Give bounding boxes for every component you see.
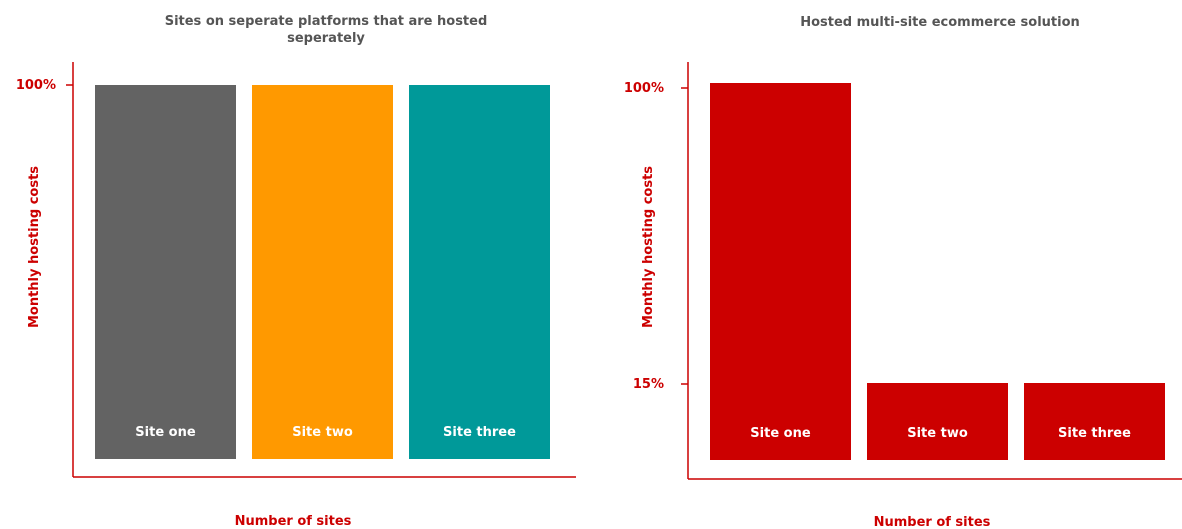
chart-left-bars: Site one Site two Site three bbox=[95, 85, 550, 459]
chart-left-bar-3 bbox=[409, 85, 550, 459]
chart-left-bar-label-2: Site two bbox=[292, 425, 353, 440]
chart-left-title-line-1: Sites on seperate platforms that are hos… bbox=[165, 14, 488, 29]
chart-left: Sites on seperate platforms that are hos… bbox=[16, 14, 576, 529]
chart-left-bar-1 bbox=[95, 85, 236, 459]
chart-left-y-axis-label: Monthly hosting costs bbox=[27, 166, 42, 328]
chart-right-title: Hosted multi-site ecommerce solution bbox=[800, 15, 1080, 30]
chart-left-y-tick-label-100: 100% bbox=[16, 78, 56, 93]
chart-right-bar-label-2: Site two bbox=[907, 426, 968, 441]
chart-right-y-tick-label-100: 100% bbox=[624, 81, 664, 96]
chart-left-title-line-2: seperately bbox=[287, 31, 365, 46]
chart-right-bar-label-3: Site three bbox=[1058, 426, 1131, 441]
chart-left-bar-2 bbox=[252, 85, 393, 459]
chart-right-y-tick-label-15: 15% bbox=[633, 377, 664, 392]
chart-left-x-axis-label: Number of sites bbox=[235, 514, 352, 529]
chart-right-bar-label-1: Site one bbox=[750, 426, 811, 441]
chart-right-bar-3 bbox=[1024, 383, 1165, 460]
chart-right-x-axis-label: Number of sites bbox=[874, 515, 991, 529]
chart-right: Hosted multi-site ecommerce solution 100… bbox=[624, 15, 1182, 529]
chart-right-bars: Site one Site two Site three bbox=[710, 83, 1165, 460]
chart-right-bar-2 bbox=[867, 383, 1008, 460]
chart-left-bar-label-1: Site one bbox=[135, 425, 196, 440]
chart-right-bar-1 bbox=[710, 83, 851, 460]
chart-left-bar-label-3: Site three bbox=[443, 425, 516, 440]
chart-right-y-axis-label: Monthly hosting costs bbox=[641, 166, 656, 328]
